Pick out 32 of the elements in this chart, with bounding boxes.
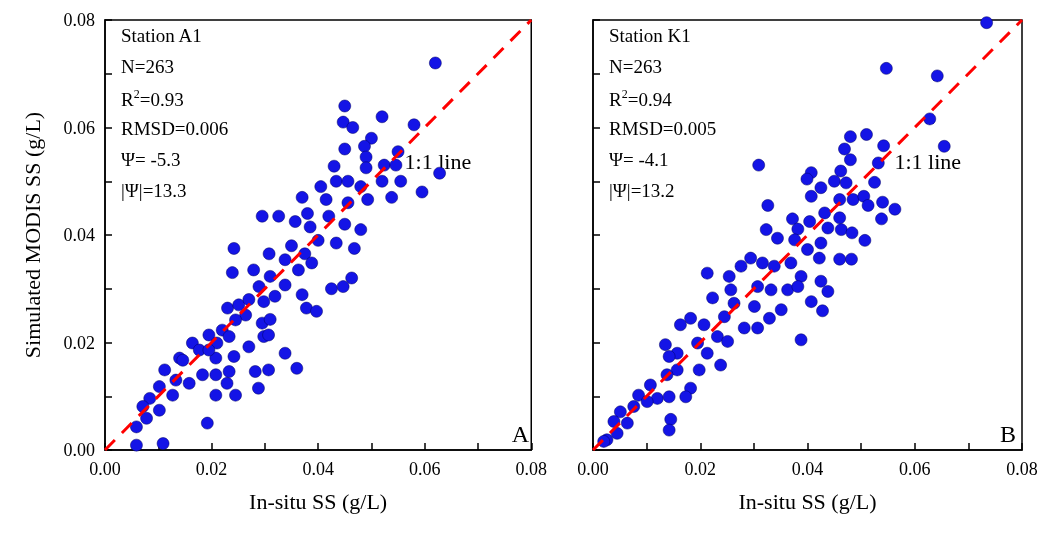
x-axis-title: In-situ SS (g/L) — [738, 488, 877, 514]
x-tick-label: 0.02 — [195, 459, 228, 479]
x-tick-label: 0.06 — [408, 459, 441, 479]
x-tick-label: 0.00 — [89, 459, 121, 479]
annotation: N=263 — [609, 56, 662, 77]
x-axis-title: In-situ SS (g/L) — [249, 488, 388, 514]
annotation: Ψ= -4.1 — [609, 149, 669, 170]
y-tick-label: 0.06 — [63, 117, 95, 138]
x-tick-label: 0.00 — [577, 459, 609, 479]
text: B — [999, 421, 1016, 447]
x-tick-label: 0.02 — [684, 459, 716, 479]
annotation: RMSD=0.005 — [609, 118, 717, 139]
x-tick-label: 0.08 — [515, 459, 547, 479]
annotation: RMSD=0.006 — [121, 118, 229, 139]
y-axis-title: Simulated MODIS SS (g/L) — [19, 111, 45, 359]
annotation: N=263 — [121, 56, 174, 77]
x-tick-label: 0.04 — [791, 459, 824, 479]
series-label: 1:1 line — [894, 149, 962, 175]
chart-title: Station K1 — [609, 25, 691, 46]
series-label: 1:1 line — [404, 149, 472, 175]
y-tick-label: 0.02 — [63, 332, 95, 353]
x-tick-label: 0.08 — [1006, 459, 1038, 479]
x-tick-label: 0.04 — [302, 459, 334, 479]
y-tick-label: 0.04 — [63, 225, 95, 245]
annotation: |Ψ|=13.3 — [121, 180, 187, 201]
chart-title: Station A1 — [121, 25, 202, 46]
y-tick-label: 0.00 — [63, 440, 95, 460]
annotation: Ψ= -5.3 — [121, 149, 181, 170]
text: A — [511, 421, 530, 447]
y-tick-label: 0.08 — [63, 10, 95, 30]
annotation: |Ψ|=13.2 — [609, 180, 675, 201]
x-tick-label: 0.06 — [899, 459, 931, 479]
